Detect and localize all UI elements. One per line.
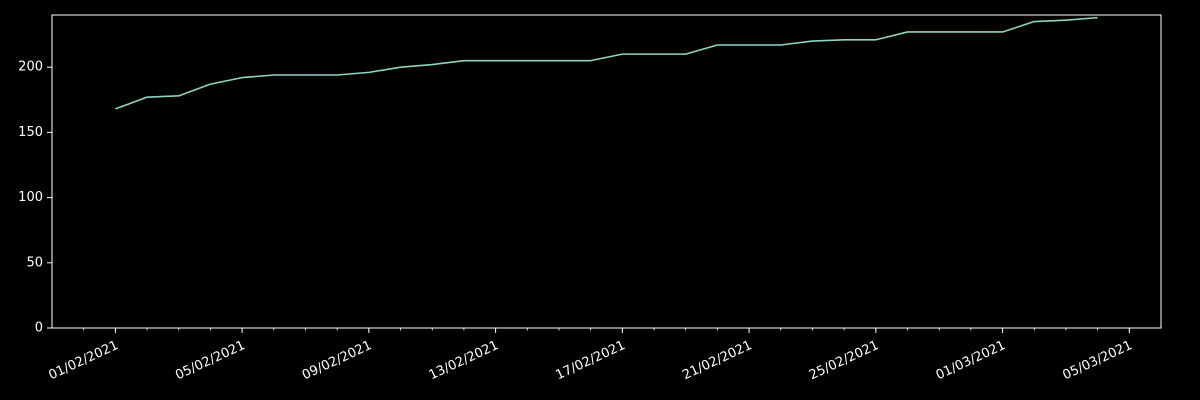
y-tick-label: 50 [26, 255, 43, 270]
y-tick-label: 0 [35, 321, 43, 336]
plot-frame [51, 14, 1162, 329]
y-tick-label: 200 [18, 60, 43, 75]
y-tick-label: 100 [18, 190, 43, 205]
series-line [115, 16, 1098, 110]
y-tick-label: 150 [18, 125, 43, 140]
